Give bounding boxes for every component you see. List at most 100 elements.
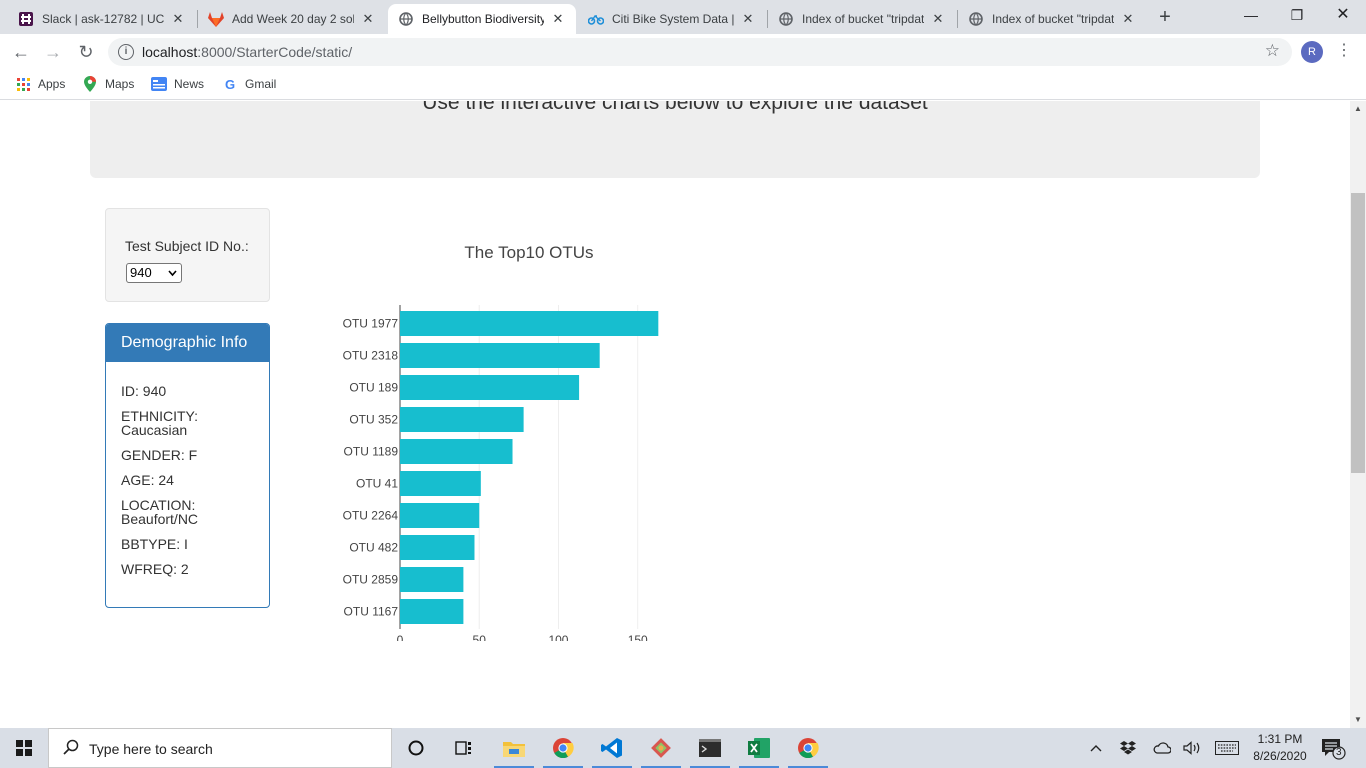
- close-tab-icon[interactable]: ✕: [362, 11, 374, 26]
- tab-separator: [767, 10, 768, 28]
- url-text[interactable]: localhost:8000/StarterCode/static/: [142, 44, 353, 60]
- y-tick-label: OTU 2859: [343, 573, 399, 587]
- demographic-item: ID: 940: [121, 384, 254, 398]
- chevron-down-icon: [168, 264, 177, 289]
- chrome-icon[interactable]: [539, 728, 587, 768]
- address-bar[interactable]: i localhost:8000/StarterCode/static/ ☆: [108, 38, 1292, 66]
- top10-otu-bar-chart: The Top10 OTUs 0 50 100 150 OTU 1977 OTU 2318 O…: [343, 243, 659, 641]
- back-arrow-icon[interactable]: ←: [12, 42, 30, 62]
- tab-bellybutton[interactable]: Bellybutton Biodiversity ✕: [388, 4, 576, 34]
- x-tick-label: 0: [397, 633, 404, 641]
- y-tick-label: OTU 1977: [343, 317, 399, 331]
- demographic-line: Caucasian: [121, 422, 188, 438]
- close-tab-icon[interactable]: ✕: [742, 11, 754, 26]
- file-explorer-icon[interactable]: [490, 728, 538, 768]
- bar[interactable]: [400, 439, 513, 464]
- bike-icon: [588, 11, 604, 27]
- notification-count: 3: [1336, 747, 1342, 758]
- search-icon: [63, 739, 79, 760]
- scroll-down-arrow-icon[interactable]: ▼: [1354, 715, 1362, 724]
- excel-icon[interactable]: [735, 728, 783, 768]
- tab-gitlab[interactable]: Add Week 20 day 2 solu ✕: [198, 4, 386, 34]
- bar[interactable]: [400, 503, 480, 528]
- y-tick-label: OTU 1167: [344, 605, 399, 619]
- demographic-line: Beaufort/NC: [121, 511, 199, 527]
- tab-bucket-1[interactable]: Index of bucket "tripdat ✕: [768, 4, 956, 34]
- scroll-up-arrow-icon[interactable]: ▲: [1354, 104, 1362, 113]
- demographic-list: ID: 940 ETHNICITY: Caucasian GENDER: F AGE: …: [106, 362, 269, 576]
- search-placeholder: Type here to search: [89, 741, 213, 757]
- news-icon: [151, 76, 167, 92]
- task-view-icon[interactable]: [440, 728, 488, 768]
- menu-dots-icon[interactable]: ⋮: [1336, 42, 1352, 59]
- bar[interactable]: [400, 311, 659, 336]
- windows-start-icon[interactable]: [0, 728, 48, 768]
- profile-avatar[interactable]: R: [1301, 41, 1323, 63]
- keyboard-icon[interactable]: [1212, 728, 1242, 768]
- apps-grid-icon: [15, 76, 31, 92]
- subject-id-select[interactable]: 940: [126, 263, 182, 283]
- bookmark-maps[interactable]: Maps: [82, 76, 134, 92]
- bookmark-news[interactable]: News: [151, 76, 204, 92]
- tab-title: Bellybutton Biodiversity: [422, 12, 544, 26]
- demographic-line: ID: 940: [121, 383, 167, 399]
- tab-title: Index of bucket "tripdat: [802, 12, 924, 26]
- dropbox-icon[interactable]: [1116, 728, 1140, 768]
- tray-chevron-up-icon[interactable]: [1086, 728, 1106, 768]
- bar[interactable]: [400, 535, 475, 560]
- tab-slack[interactable]: Slack | ask-12782 | UCD ✕: [8, 4, 196, 34]
- lead-text: Use the interactive charts below to expl…: [422, 101, 928, 114]
- demographic-item: LOCATION: Beaufort/NC: [121, 498, 254, 526]
- new-tab-button[interactable]: +: [1159, 6, 1171, 28]
- demographic-panel: Demographic Info ID: 940 ETHNICITY: Caucas…: [105, 323, 270, 608]
- tab-bucket-2[interactable]: Index of bucket "tripdat ✕: [958, 4, 1146, 34]
- scrollbar-thumb[interactable]: [1351, 193, 1365, 473]
- tab-title: Slack | ask-12782 | UCD: [42, 12, 164, 26]
- bar[interactable]: [400, 599, 464, 624]
- bookmark-gmail[interactable]: G Gmail: [222, 76, 276, 92]
- vertical-scrollbar[interactable]: ▲ ▼: [1350, 101, 1366, 728]
- git-tool-icon[interactable]: [637, 728, 685, 768]
- bookmark-star-icon[interactable]: ☆: [1264, 41, 1280, 60]
- cortana-icon[interactable]: [392, 728, 440, 768]
- taskbar-clock[interactable]: 1:31 PM 8/26/2020: [1240, 731, 1320, 765]
- tab-strip: Slack | ask-12782 | UCD ✕ Add Week 20 da…: [0, 0, 1366, 34]
- close-tab-icon[interactable]: ✕: [1122, 11, 1134, 26]
- globe-icon: [778, 11, 794, 27]
- close-tab-icon[interactable]: ✕: [932, 11, 944, 26]
- onedrive-cloud-icon[interactable]: [1150, 728, 1174, 768]
- notifications-icon[interactable]: 3: [1320, 736, 1346, 760]
- y-tick-label: OTU 2264: [343, 509, 399, 523]
- demographic-item: AGE: 24: [121, 473, 254, 487]
- minimize-button[interactable]: —: [1244, 7, 1258, 23]
- terminal-icon[interactable]: [686, 728, 734, 768]
- x-tick-label: 150: [628, 633, 648, 641]
- bar[interactable]: [400, 407, 524, 432]
- bookmarks-bar: Apps Maps News G Gmail: [0, 70, 1366, 100]
- chrome-profile-icon[interactable]: [784, 728, 832, 768]
- demographic-line: LOCATION:: [121, 497, 196, 513]
- close-window-button[interactable]: ✕: [1336, 6, 1350, 23]
- y-tick-label: OTU 189: [349, 381, 398, 395]
- x-tick-label: 50: [473, 633, 487, 641]
- close-tab-icon[interactable]: ✕: [552, 11, 564, 26]
- tab-citibike[interactable]: Citi Bike System Data | C ✕: [578, 4, 766, 34]
- bar[interactable]: [400, 471, 481, 496]
- demographic-line: BBTYPE: I: [121, 536, 188, 552]
- reload-icon[interactable]: ↻: [78, 42, 94, 62]
- info-icon[interactable]: i: [118, 44, 134, 60]
- demographic-line: WFREQ: 2: [121, 561, 189, 577]
- forward-arrow-icon[interactable]: →: [44, 42, 62, 62]
- y-tick-label: OTU 41: [356, 477, 398, 491]
- bookmark-apps[interactable]: Apps: [15, 76, 65, 92]
- demographic-item: ETHNICITY: Caucasian: [121, 409, 254, 437]
- bar[interactable]: [400, 375, 580, 400]
- restore-button[interactable]: ❐: [1290, 7, 1304, 23]
- taskbar-search-box[interactable]: Type here to search: [48, 728, 392, 768]
- page-viewport: Use the interactive charts below to expl…: [0, 101, 1350, 728]
- bar[interactable]: [400, 343, 600, 368]
- vscode-icon[interactable]: [588, 728, 636, 768]
- bar[interactable]: [400, 567, 464, 592]
- close-tab-icon[interactable]: ✕: [172, 11, 184, 26]
- volume-icon[interactable]: [1180, 728, 1206, 768]
